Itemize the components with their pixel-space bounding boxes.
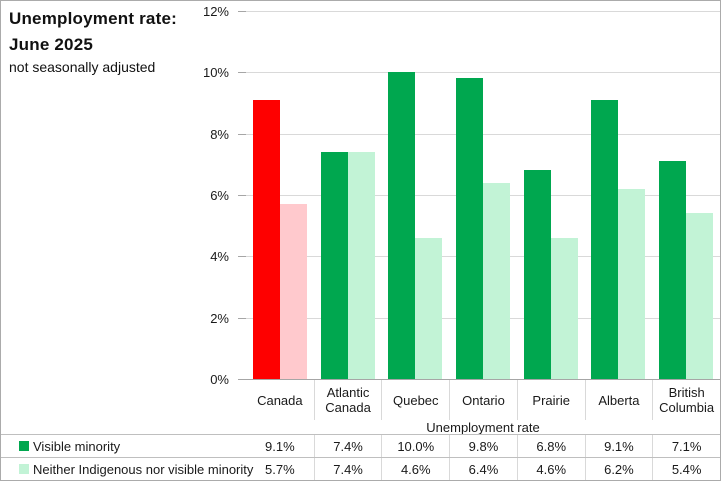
table-value-visible-minority-atlantic-canada: 7.4% (313, 435, 382, 457)
y-axis-tick (238, 317, 246, 319)
y-axis-tick-label: 12% (202, 4, 229, 19)
x-axis-label-prairie: Prairie (516, 380, 585, 420)
bar-visible-minority-prairie (523, 170, 551, 379)
legend-cell-visible-minority: Visible minority (1, 435, 246, 457)
table-value-visible-minority-ontario: 9.8% (449, 435, 517, 457)
chart-title-line1: Unemployment rate: (9, 9, 177, 28)
bar-visible-minority-atlantic-canada (320, 152, 348, 379)
table-row-neither-indigenous-nor-visible-minority: Neither Indigenous nor visible minority 5… (1, 457, 720, 480)
bar-neither-indigenous-nor-visible-minority-prairie (550, 237, 578, 379)
gridline-0- (246, 379, 720, 380)
table-value-neither-indigenous-nor-visible-minority-prairie: 4.6% (516, 458, 585, 480)
chart-title-line2: June 2025 (9, 35, 94, 54)
bar-neither-indigenous-nor-visible-minority-atlantic-canada (347, 152, 375, 379)
y-axis-tick-label: 2% (210, 310, 229, 326)
bar-neither-indigenous-nor-visible-minority-quebec (415, 237, 443, 379)
bar-visible-minority-quebec (388, 72, 416, 379)
legend-cell-neither-indigenous-nor-visible-minority: Neither Indigenous nor visible minority (1, 458, 253, 480)
x-axis-label-alberta: Alberta (584, 380, 653, 420)
bar-visible-minority-ontario (456, 78, 483, 379)
bar-neither-indigenous-nor-visible-minority-ontario (483, 182, 510, 379)
table-value-neither-indigenous-nor-visible-minority-ontario: 6.4% (449, 458, 517, 480)
y-axis-tick-label: 4% (210, 249, 229, 265)
x-axis-label-canada: Canada (257, 392, 303, 408)
legend-swatch-visible-minority (19, 441, 29, 451)
legend-label-neither-indigenous-nor-visible-minority: Neither Indigenous nor visible minority (33, 461, 254, 477)
legend-label-visible-minority: Visible minority (33, 438, 121, 454)
table-value-neither-indigenous-nor-visible-minority-british-columbia: 5.4% (652, 458, 720, 480)
chart-subtitle: not seasonally adjusted (9, 59, 156, 75)
table-value-visible-minority-alberta: 9.1% (584, 435, 653, 457)
y-axis-tick (238, 256, 246, 258)
y-axis-tick-label: 10% (202, 65, 229, 81)
legend-swatch-neither-indigenous-nor-visible-minority (19, 464, 29, 474)
x-axis-label-quebec: Quebec (381, 380, 449, 420)
x-axis-title: Unemployment rate (426, 420, 540, 435)
x-axis-label-atlantic-canada: Atlantic Canada (313, 380, 382, 420)
y-axis-tick-label: 8% (210, 126, 229, 142)
bar-neither-indigenous-nor-visible-minority-alberta (618, 188, 646, 379)
gridline-8- (246, 133, 720, 135)
table-value-neither-indigenous-nor-visible-minority-alberta: 6.2% (584, 458, 653, 480)
bar-visible-minority-alberta (591, 99, 619, 379)
y-axis-tick-label: 6% (210, 188, 229, 203)
table-value-neither-indigenous-nor-visible-minority-quebec: 4.6% (381, 458, 449, 480)
bar-visible-minority-british-columbia (659, 161, 687, 379)
plot-area (246, 11, 720, 380)
chart-title-block: Unemployment rate: June 2025 not seasona… (9, 6, 177, 77)
x-axis-label-ontario: Ontario (449, 380, 517, 420)
y-axis-tick (238, 379, 246, 380)
bar-neither-indigenous-nor-visible-minority-canada (279, 204, 307, 379)
table-value-neither-indigenous-nor-visible-minority-canada: 5.7% (265, 461, 295, 477)
y-axis-tick (238, 72, 246, 74)
y-axis-tick-label: 0% (210, 372, 229, 387)
x-axis-label-british-columbia: British Columbia (652, 380, 720, 420)
table-value-visible-minority-british-columbia: 7.1% (652, 435, 720, 457)
gridline-10- (246, 72, 720, 74)
gridline-12- (246, 11, 720, 12)
table-value-visible-minority-prairie: 6.8% (516, 435, 585, 457)
bar-visible-minority-canada (252, 99, 280, 379)
y-axis-tick (238, 195, 246, 196)
table-value-visible-minority-quebec: 10.0% (381, 435, 449, 457)
table-row-visible-minority: Visible minority 9.1% 7.4% 10.0% 9.8% 6.8% 9.1… (1, 434, 720, 457)
bar-neither-indigenous-nor-visible-minority-british-columbia (686, 213, 714, 379)
table-value-neither-indigenous-nor-visible-minority-atlantic-canada: 7.4% (313, 458, 382, 480)
y-axis-tick (238, 11, 246, 12)
y-axis-tick (238, 133, 246, 135)
table-value-visible-minority-canada: 9.1% (265, 438, 295, 454)
